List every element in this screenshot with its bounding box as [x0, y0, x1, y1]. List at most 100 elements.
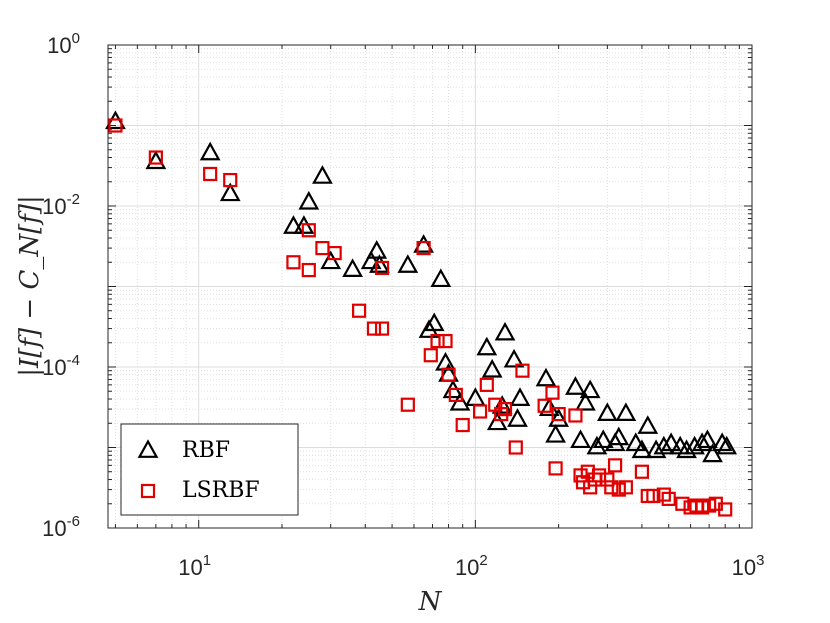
lsrbf-marker — [148, 150, 163, 165]
rbf-marker — [430, 268, 452, 288]
lsrbf-marker — [472, 404, 488, 419]
rbf-marker — [579, 379, 601, 399]
rbf-marker — [570, 429, 591, 449]
rbf-marker — [199, 141, 221, 161]
x-tick-label: 103 — [732, 552, 765, 580]
lsrbf-marker — [600, 472, 615, 487]
lsrbf-marker — [438, 333, 453, 349]
legend-label-rbf: RBF — [182, 438, 230, 463]
lsrbf-marker — [448, 387, 463, 403]
lsrbf-marker — [366, 321, 382, 336]
lsrbf-marker — [604, 480, 619, 495]
lsrbf-marker — [537, 398, 552, 413]
rbf-marker — [615, 402, 637, 422]
rbf-marker — [476, 336, 498, 356]
lsrbf-marker — [374, 321, 390, 336]
y-tick-label: 10-4 — [42, 352, 80, 380]
lsrbf-marker — [327, 245, 342, 261]
rbf-marker — [548, 408, 570, 427]
legend-rbf-marker — [137, 439, 159, 458]
data-markers — [105, 110, 738, 517]
y-tick-label: 100 — [47, 30, 80, 58]
rbf-marker — [653, 435, 675, 455]
lsrbf-marker — [430, 333, 445, 349]
rbf-marker — [575, 391, 596, 411]
rbf-marker — [423, 312, 445, 332]
rbf-marker — [219, 182, 241, 202]
rbf-marker — [586, 435, 608, 455]
rbf-marker — [625, 432, 647, 452]
lsrbf-marker — [301, 262, 316, 278]
legend-box — [120, 423, 299, 516]
lsrbf-marker — [661, 491, 676, 506]
lsrbf-marker — [455, 417, 470, 433]
rbf-marker — [565, 376, 586, 395]
lsrbf-marker — [301, 223, 316, 238]
lsrbf-marker — [223, 172, 238, 188]
lsrbf-marker — [646, 488, 661, 504]
rbf-marker — [507, 408, 528, 427]
lsrbf-marker — [286, 255, 301, 270]
lsrbf-marker — [618, 480, 633, 495]
rbf-marker — [691, 432, 713, 452]
legend-lsrbf-marker — [140, 483, 156, 499]
x-axis-label: N — [418, 587, 443, 617]
rbf-marker — [631, 439, 653, 459]
rbf-marker — [481, 358, 503, 378]
lsrbf-marker — [416, 240, 431, 256]
rbf-marker — [608, 426, 630, 446]
legend-markers — [137, 439, 159, 499]
lsrbf-marker — [568, 408, 583, 423]
lsrbf-marker — [551, 406, 566, 422]
legend: RBF LSRBF — [120, 423, 299, 516]
rbf-marker — [697, 429, 718, 449]
lsrbf-marker — [608, 458, 623, 473]
rbf-marker — [535, 367, 557, 387]
rbf-marker — [145, 150, 167, 170]
lsrbf-marker — [441, 367, 456, 382]
axis-ticks — [108, 44, 753, 529]
lsrbf-marker — [545, 385, 560, 400]
rbf-marker — [494, 321, 516, 341]
rbf-marker — [312, 165, 333, 184]
x-tick-label: 102 — [455, 552, 488, 580]
lsrbf-marker — [352, 303, 367, 318]
rbf-marker — [298, 190, 320, 210]
rbf-marker — [486, 411, 508, 431]
lsrbf-marker — [548, 461, 563, 476]
lsrbf-marker — [591, 468, 607, 483]
lsrbf-marker — [718, 502, 733, 517]
rbf-marker — [637, 415, 659, 434]
lsrbf-marker — [675, 496, 690, 511]
rbf-marker — [676, 439, 697, 459]
y-axis-label: |I[f] − C_N[f]| — [15, 195, 45, 377]
rbf-marker — [592, 429, 614, 449]
tick-labels: 101 102 103 10-6 10-4 10-2 100 — [42, 30, 764, 580]
rbf-marker — [702, 443, 723, 463]
lsrbf-marker — [583, 480, 598, 495]
rbf-marker — [366, 240, 388, 259]
rbf-marker — [283, 215, 304, 234]
rbf-marker — [397, 254, 419, 273]
lsrbf-marker — [497, 401, 513, 417]
rbf-marker — [503, 348, 525, 368]
lsrbf-marker — [634, 464, 650, 479]
rbf-marker — [716, 435, 738, 455]
lsrbf-marker — [374, 260, 390, 276]
lsrbf-marker — [108, 118, 123, 133]
rbf-marker — [660, 432, 682, 452]
rbf-marker — [509, 387, 531, 406]
rbf-marker — [413, 234, 434, 253]
lsrbf-marker — [423, 348, 438, 363]
lsrbf-marker — [508, 440, 523, 455]
y-tick-label: 10-6 — [42, 513, 80, 541]
lsrbf-marker — [479, 377, 494, 392]
x-tick-label: 101 — [178, 552, 211, 580]
rbf-marker — [545, 423, 566, 443]
y-tick-label: 10-2 — [42, 191, 80, 219]
rbf-marker — [320, 250, 342, 270]
lsrbf-marker — [203, 166, 218, 182]
rbf-marker — [711, 432, 733, 452]
lsrbf-marker — [400, 397, 415, 412]
